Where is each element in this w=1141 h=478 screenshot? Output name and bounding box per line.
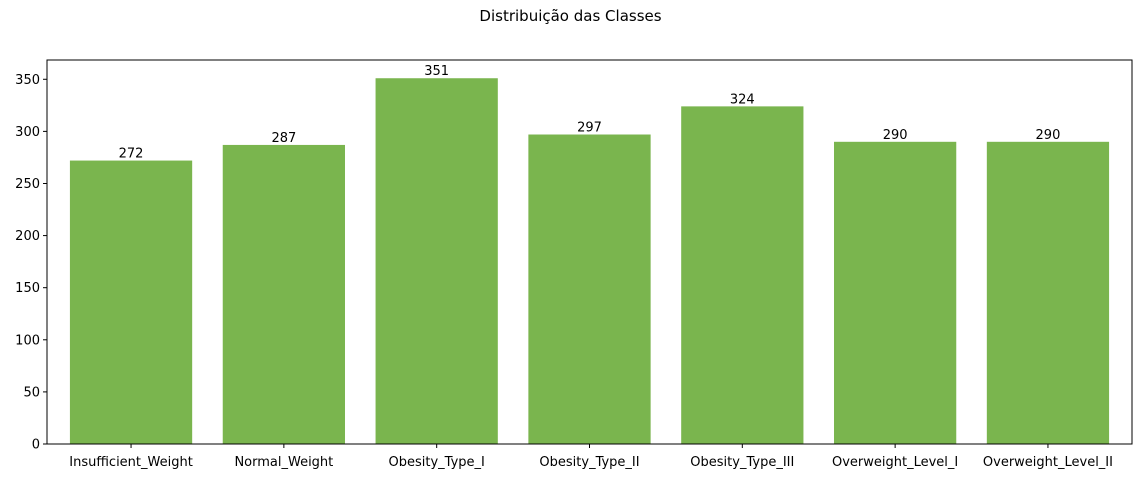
y-tick-label: 250 [15,177,40,192]
bar-value-label: 297 [577,121,602,136]
y-tick-label: 300 [15,125,40,140]
y-tick-label: 50 [23,385,40,400]
bar [986,141,1110,445]
x-tick-label: Normal_Weight [234,455,333,470]
axes-frame [46,59,1133,445]
y-tick-label: 150 [15,281,40,296]
chart-title: Distribuição das Classes [479,7,662,25]
x-tick-label: Overweight_Level_II [983,455,1113,470]
x-tick-label: Obesity_Type_I [389,455,485,470]
x-tick-label: Obesity_Type_II [539,455,639,470]
bar-value-label: 290 [1036,128,1061,143]
plot-area: 272 Insufficient_Weight 287 Normal_Weight 35… [15,59,1133,470]
bar-value-label: 351 [424,64,449,79]
y-tick-label: 0 [32,438,40,453]
bar-value-label: 272 [119,147,144,162]
bar [834,141,957,445]
bar-value-label: 290 [883,128,908,143]
y-tick-label: 100 [15,333,40,348]
bar [222,144,345,444]
bar-value-label: 324 [730,92,755,107]
bar [375,78,498,445]
bar [528,134,651,445]
x-tick-label: Obesity_Type_III [690,455,794,470]
bar [681,106,804,445]
x-tick-label: Insufficient_Weight [69,455,193,470]
bar [69,160,193,444]
y-tick-label: 350 [15,73,40,88]
x-tick-label: Overweight_Level_I [832,455,958,470]
bar-value-label: 287 [271,131,296,146]
y-tick-label: 200 [15,229,40,244]
